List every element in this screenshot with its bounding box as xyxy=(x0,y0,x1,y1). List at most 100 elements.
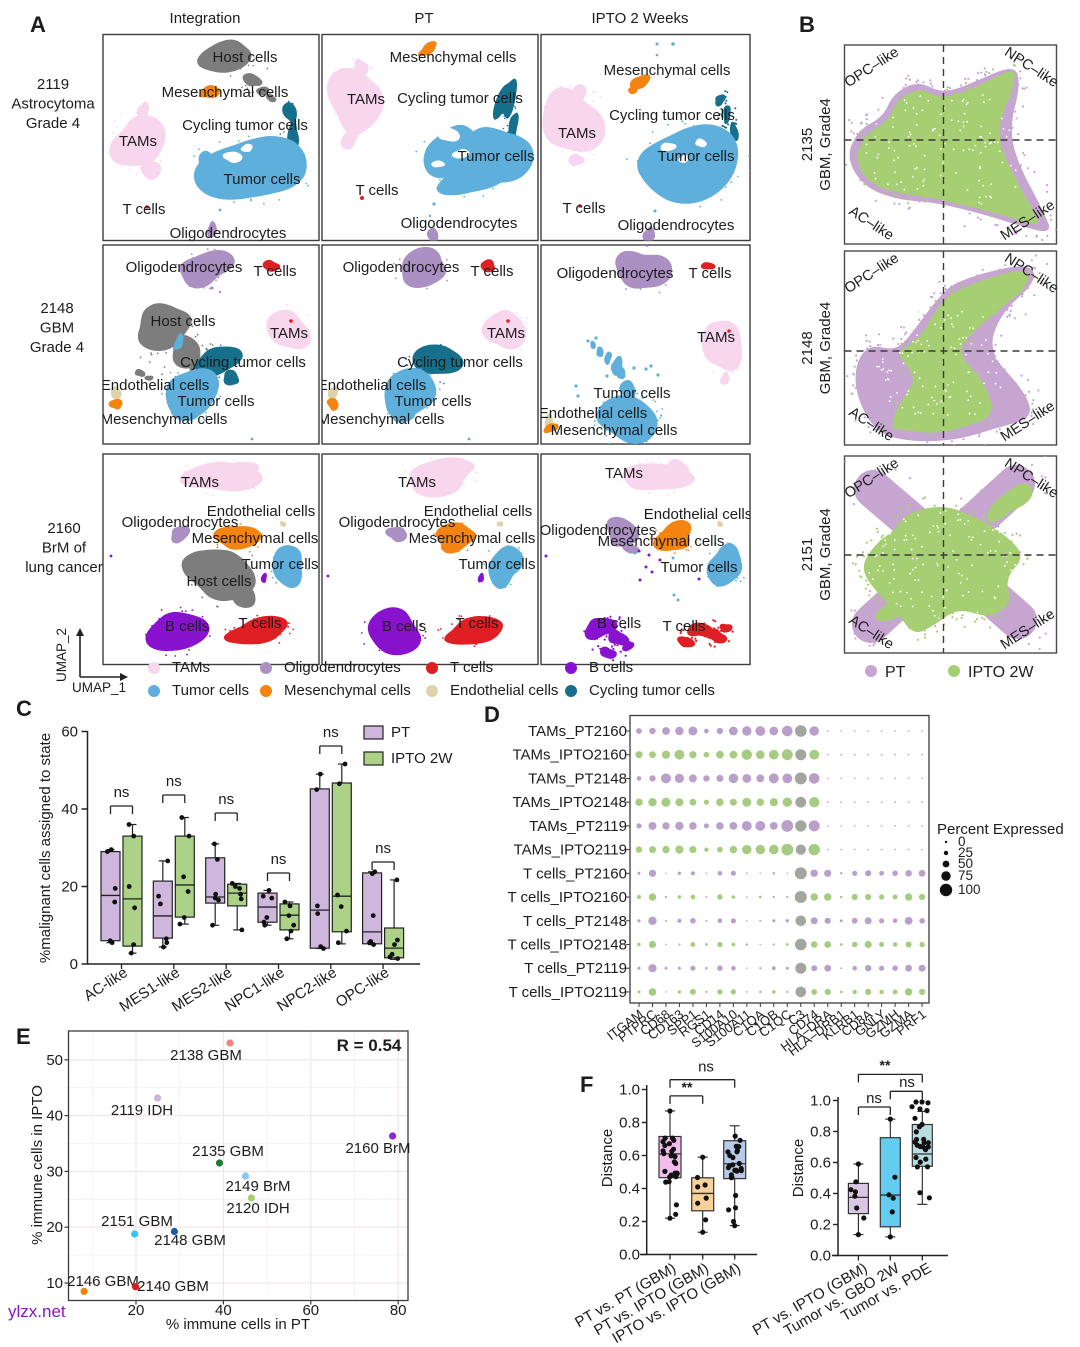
svg-text:TAMs: TAMs xyxy=(270,325,308,342)
svg-text:Mesenchymal cells: Mesenchymal cells xyxy=(192,530,319,547)
svg-text:20: 20 xyxy=(128,1302,145,1319)
svg-text:Tumor cells: Tumor cells xyxy=(242,556,319,573)
svg-text:TAMs_IPTO2160: TAMs_IPTO2160 xyxy=(513,747,628,764)
svg-text:TAMs: TAMs xyxy=(398,474,436,491)
svg-text:0.4: 0.4 xyxy=(619,1181,640,1198)
svg-text:2149 BrM: 2149 BrM xyxy=(225,1178,290,1195)
svg-text:% immune cells in PT: % immune cells in PT xyxy=(166,1316,310,1333)
svg-text:Host cells: Host cells xyxy=(186,573,251,590)
svg-text:**: ** xyxy=(880,1057,891,1073)
svg-text:0.6: 0.6 xyxy=(810,1155,831,1172)
svg-text:D: D xyxy=(484,702,500,727)
svg-text:Mesenchymal cells: Mesenchymal cells xyxy=(101,411,228,428)
svg-text:25: 25 xyxy=(958,845,973,860)
svg-text:Tumor cells: Tumor cells xyxy=(224,171,301,188)
svg-text:T cells: T cells xyxy=(122,201,165,218)
svg-text:Mesenchymal cells: Mesenchymal cells xyxy=(604,62,731,79)
svg-text:T cells_PT2160: T cells_PT2160 xyxy=(523,865,627,882)
svg-text:Mesenchymal cells: Mesenchymal cells xyxy=(162,84,289,101)
svg-text:GBM, Grade4: GBM, Grade4 xyxy=(817,508,834,601)
svg-text:Oligodendrocytes: Oligodendrocytes xyxy=(618,217,735,234)
svg-text:75: 75 xyxy=(958,868,973,883)
svg-text:2135 GBM: 2135 GBM xyxy=(192,1143,264,1160)
svg-text:Distance: Distance xyxy=(790,1139,807,1197)
svg-text:T cells_IPTO2160: T cells_IPTO2160 xyxy=(507,889,627,906)
svg-text:Oligodendrocytes: Oligodendrocytes xyxy=(284,659,401,676)
svg-text:TAMs: TAMs xyxy=(487,325,525,342)
svg-text:TAMs: TAMs xyxy=(558,125,596,142)
svg-text:10: 10 xyxy=(46,1275,63,1292)
svg-text:2119: 2119 xyxy=(37,76,69,93)
svg-text:Tumor cells: Tumor cells xyxy=(661,559,738,576)
svg-text:Mesenchymal cells: Mesenchymal cells xyxy=(390,49,517,66)
svg-text:Mesenchymal cells: Mesenchymal cells xyxy=(551,422,678,439)
svg-text:Mesenchymal cells: Mesenchymal cells xyxy=(318,411,445,428)
svg-text:100: 100 xyxy=(958,882,981,897)
svg-text:C: C xyxy=(16,696,32,721)
svg-text:ns: ns xyxy=(323,724,339,741)
svg-text:UMAP_1: UMAP_1 xyxy=(72,680,126,695)
svg-text:BrM of: BrM of xyxy=(42,540,87,557)
svg-text:ylzx.net: ylzx.net xyxy=(8,1302,66,1321)
svg-text:Endothelial cells: Endothelial cells xyxy=(539,405,647,422)
svg-text:Oligodendrocytes: Oligodendrocytes xyxy=(557,265,674,282)
svg-text:Cycling tumor cells: Cycling tumor cells xyxy=(397,354,523,371)
svg-text:T cells_IPTO2148: T cells_IPTO2148 xyxy=(507,936,627,953)
svg-text:60: 60 xyxy=(61,724,78,741)
svg-text:40: 40 xyxy=(215,1302,232,1319)
svg-text:2135: 2135 xyxy=(799,128,816,161)
svg-text:ns: ns xyxy=(114,784,130,801)
svg-text:Oligodendrocytes: Oligodendrocytes xyxy=(401,215,518,232)
svg-text:2160: 2160 xyxy=(47,520,80,537)
svg-text:TAMs_PT2160: TAMs_PT2160 xyxy=(528,723,627,740)
svg-text:Tumor cells: Tumor cells xyxy=(594,385,671,402)
svg-text:Mesenchymal cells: Mesenchymal cells xyxy=(598,533,725,550)
svg-text:TAMs: TAMs xyxy=(172,659,210,676)
svg-text:30: 30 xyxy=(46,1163,63,1180)
svg-text:2148 GBM: 2148 GBM xyxy=(154,1232,226,1249)
svg-text:Tumor cells: Tumor cells xyxy=(658,148,735,165)
svg-text:PT: PT xyxy=(414,10,433,27)
svg-text:0.8: 0.8 xyxy=(810,1124,831,1141)
svg-text:Cycling tumor cells: Cycling tumor cells xyxy=(182,117,308,134)
svg-text:GBM, Grade4: GBM, Grade4 xyxy=(817,302,834,395)
svg-text:lung cancer: lung cancer xyxy=(25,559,103,576)
svg-text:Cycling tumor cells: Cycling tumor cells xyxy=(609,107,735,124)
svg-text:40: 40 xyxy=(46,1108,63,1125)
svg-text:Mesenchymal cells: Mesenchymal cells xyxy=(409,530,536,547)
svg-text:Percent Expressed: Percent Expressed xyxy=(937,821,1064,838)
svg-text:Oligodendrocytes: Oligodendrocytes xyxy=(339,514,456,531)
svg-text:Oligodendrocytes: Oligodendrocytes xyxy=(170,225,287,242)
svg-text:ns: ns xyxy=(866,1090,882,1107)
svg-text:0.2: 0.2 xyxy=(619,1214,640,1231)
svg-text:0.0: 0.0 xyxy=(810,1248,831,1265)
svg-text:40: 40 xyxy=(61,801,78,818)
svg-text:Oligodendrocytes: Oligodendrocytes xyxy=(343,259,460,276)
svg-text:T cells: T cells xyxy=(253,263,296,280)
svg-text:ns: ns xyxy=(271,851,287,868)
svg-text:2151 GBM: 2151 GBM xyxy=(101,1213,173,1230)
svg-text:IPTO 2 Weeks: IPTO 2 Weeks xyxy=(592,10,689,27)
svg-text:1.0: 1.0 xyxy=(810,1093,831,1110)
svg-text:ns: ns xyxy=(166,773,182,790)
svg-text:TAMs_IPTO2119: TAMs_IPTO2119 xyxy=(514,842,627,859)
svg-text:Tumor cells: Tumor cells xyxy=(395,393,472,410)
svg-text:UMAP_2: UMAP_2 xyxy=(54,628,69,682)
svg-text:Tumor cells: Tumor cells xyxy=(458,148,535,165)
svg-text:% immune cells in IPTO: % immune cells in IPTO xyxy=(29,1085,46,1245)
svg-text:0.2: 0.2 xyxy=(810,1217,831,1234)
svg-text:Endothelial cells: Endothelial cells xyxy=(318,377,426,394)
svg-text:%malignant cells assigned to s: %malignant cells assigned to state xyxy=(37,733,54,963)
svg-text:TAMs_IPTO2148: TAMs_IPTO2148 xyxy=(513,794,628,811)
svg-text:50: 50 xyxy=(46,1052,63,1069)
svg-text:2148: 2148 xyxy=(40,300,73,317)
svg-text:T cells: T cells xyxy=(355,182,398,199)
svg-text:TAMs: TAMs xyxy=(605,465,643,482)
svg-text:GBM, Grade4: GBM, Grade4 xyxy=(817,98,834,191)
svg-text:B cells: B cells xyxy=(382,618,426,635)
svg-text:Host cells: Host cells xyxy=(150,313,215,330)
svg-text:Endothelial cells: Endothelial cells xyxy=(101,377,209,394)
svg-text:ns: ns xyxy=(375,840,391,857)
svg-text:2148: 2148 xyxy=(799,331,816,364)
svg-text:GBM: GBM xyxy=(40,320,74,337)
